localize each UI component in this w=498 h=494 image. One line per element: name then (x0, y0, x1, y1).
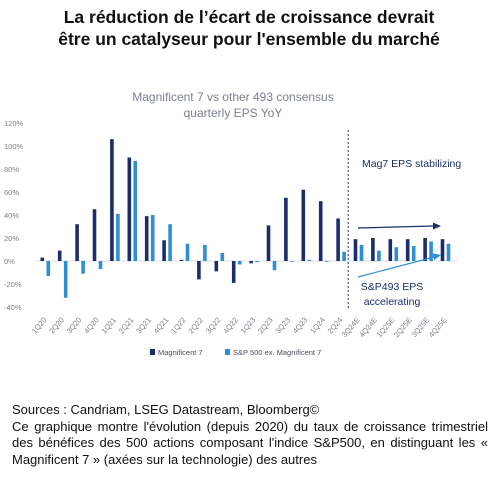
y-tick-label: 80% (4, 165, 19, 174)
y-axis: 120% 100% 80% 60% 40% 20% 0% -20% -40% (4, 119, 24, 312)
annotation-sp493-line2: accelerating (364, 296, 421, 308)
annotation-mag7: Mag7 EPS stabilizing (362, 158, 461, 170)
bar-mag7 (388, 239, 393, 261)
x-tick-label: 2Q22 (186, 316, 205, 336)
page-headline: La réduction de l’écart de croissance de… (0, 6, 498, 50)
x-tick-label: 4Q21 (152, 316, 171, 336)
x-tick-label: 2Q20 (47, 316, 66, 336)
bar-sp493 (116, 213, 120, 261)
bar-sp493 (446, 243, 451, 261)
bar-mag7 (179, 259, 184, 261)
bar-sp493 (359, 244, 364, 261)
bar-sp493 (429, 241, 433, 261)
x-tick-label: 4Q23 (291, 316, 310, 336)
x-tick-label: 1Q20 (30, 316, 49, 336)
legend-swatch (150, 349, 155, 355)
y-tick-label: 120% (4, 119, 24, 128)
headline-line-2: être un catalyseur pour l'ensemble du ma… (58, 29, 440, 49)
bar-mag7 (40, 257, 45, 261)
x-tick-label: 1Q24 (308, 316, 327, 336)
arrow-sp493 (357, 256, 435, 278)
y-tick-label: 0% (4, 257, 15, 266)
bar-sp493 (185, 243, 190, 261)
chart-legend: Magnificent 7 S&P 500 ex. Magnificent 7 (150, 348, 321, 357)
arrow-mag7 (357, 225, 435, 229)
x-tick-label: 1Q23 (239, 316, 258, 336)
bar-sp493 (290, 261, 294, 262)
bar-sp493 (81, 261, 85, 274)
x-tick-label: 4Q20 (82, 316, 101, 336)
annotation-sp493-line1: S&P493 EPS (361, 281, 423, 293)
y-tick-label: 60% (4, 188, 19, 197)
bar-mag7 (144, 216, 149, 261)
y-tick-label: -20% (4, 280, 22, 289)
bar-sp493 (237, 261, 242, 265)
legend-swatch (225, 349, 230, 355)
chart-subtitle: quarterly EPS YoY (184, 106, 283, 120)
bar-mag7 (336, 218, 340, 261)
bar-sp493 (411, 246, 416, 261)
bar-sp493 (377, 250, 381, 261)
bar-sp493 (394, 247, 399, 261)
x-tick-label: 2Q21 (117, 316, 136, 336)
bar-mag7 (266, 225, 271, 261)
bar-mag7 (353, 239, 358, 261)
arrow-sp493-head (432, 253, 441, 260)
x-tick-label: 1Q21 (99, 316, 118, 336)
bar-mag7 (197, 261, 201, 280)
bar-mag7 (249, 261, 253, 264)
eps-growth-chart: Magnificent 7 vs other 493 consensus qua… (4, 90, 461, 357)
y-tick-label: 20% (4, 234, 19, 243)
bar-sp493 (133, 160, 138, 261)
headline-line-1: La réduction de l’écart de croissance de… (63, 7, 435, 27)
bar-mag7 (405, 239, 410, 261)
bar-mag7 (231, 261, 236, 283)
legend-label: Magnificent 7 (158, 348, 203, 357)
bar-mag7 (75, 224, 79, 261)
bar-sp493 (46, 261, 51, 276)
chart-title: Magnificent 7 vs other 493 consensus (132, 90, 333, 104)
x-tick-label: 4Q25E (427, 316, 449, 340)
caption-description: Ce graphique montre l'évolution (depuis … (12, 418, 488, 467)
x-tick-label: 3Q22 (204, 316, 223, 336)
bar-mag7 (440, 239, 445, 261)
x-tick-label: 1Q22 (169, 316, 188, 336)
x-tick-label: 3Q20 (65, 316, 84, 336)
y-tick-label: 40% (4, 211, 19, 220)
bar-sp493 (220, 252, 225, 261)
chart-caption: Sources : Candriam, LSEG Datastream, Blo… (12, 402, 488, 468)
bar-sp493 (324, 261, 329, 262)
bar-mag7 (301, 189, 306, 261)
y-tick-label: 100% (4, 142, 24, 151)
bar-mag7 (284, 197, 288, 261)
bar-sp493 (307, 259, 312, 261)
x-axis: 1Q202Q203Q204Q201Q212Q213Q214Q211Q222Q22… (30, 316, 449, 340)
x-tick-label: 3Q23 (273, 316, 292, 336)
bar-sp493 (150, 215, 155, 261)
x-tick-label: 2Q23 (256, 316, 275, 336)
bar-mag7 (214, 261, 219, 272)
bars-group (40, 139, 451, 298)
bar-sp493 (63, 261, 68, 298)
bar-mag7 (110, 139, 114, 261)
legend-label: S&P 500 ex. Magnificent 7 (233, 348, 321, 357)
bar-mag7 (57, 250, 62, 261)
bar-mag7 (318, 201, 323, 261)
bar-mag7 (423, 238, 427, 261)
bar-sp493 (255, 261, 259, 263)
sources-line: Sources : Candriam, LSEG Datastream, Blo… (12, 402, 320, 417)
x-tick-label: 3Q21 (134, 316, 153, 336)
bar-mag7 (127, 157, 132, 261)
bar-mag7 (92, 209, 97, 261)
y-tick-label: -40% (4, 303, 22, 312)
bar-mag7 (371, 238, 375, 261)
bar-sp493 (168, 224, 172, 261)
bar-sp493 (342, 251, 346, 261)
x-tick-label: 4Q22 (221, 316, 240, 336)
bar-sp493 (272, 261, 277, 271)
bar-sp493 (98, 261, 103, 270)
arrow-mag7-head (433, 222, 441, 230)
bar-sp493 (203, 244, 207, 261)
bar-mag7 (162, 240, 166, 261)
